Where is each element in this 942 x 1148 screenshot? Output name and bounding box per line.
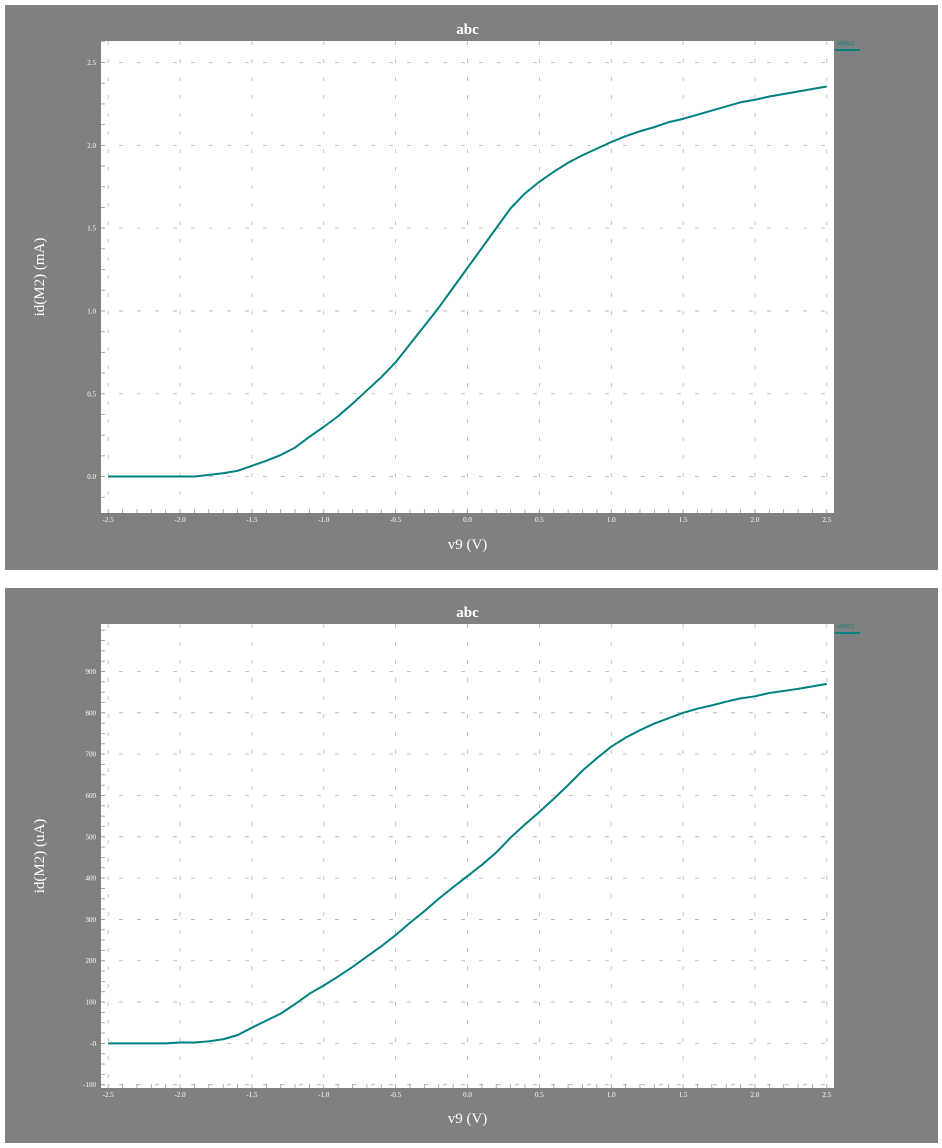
y-tick-label: 200 (86, 957, 97, 965)
x-tick-label: -0.5 (390, 1091, 402, 1099)
chart-2: -2.5 -2.0 -1.5 -1.0 -0.5 0.0 0.5 1.0 1.5 2.0 2.5 -1… (32, 605, 860, 1127)
x-tick-label: 0.0 (463, 1091, 472, 1099)
y-tick-label: 100 (86, 999, 97, 1007)
y-tick-label: 600 (86, 792, 97, 800)
chart-title: abc (456, 605, 479, 621)
legend-label: id(M2) (837, 623, 854, 630)
y-tick-label: 300 (86, 916, 97, 924)
x-tick-label: -1.0 (318, 516, 330, 524)
y-tick-label: 1.0 (87, 307, 96, 315)
legend-label: id(M2) (837, 40, 854, 47)
series-line (108, 85, 827, 478)
y-tick-label: 800 (86, 709, 97, 717)
chart-panel-1: -2.5 -2.0 -1.5 -1.0 -0.5 0.0 0.5 1.0 1.5 2.0 2.5 0.… (5, 5, 938, 570)
plot-area (101, 624, 834, 1088)
x-tick-label: -0.5 (390, 516, 402, 524)
y-axis-label: id(M2) (mA) (32, 238, 48, 317)
y-tick-label: 400 (86, 875, 97, 883)
x-tick-label: 1.5 (679, 516, 688, 524)
x-tick-label: 2.5 (822, 1091, 831, 1099)
chart-panel-2: -2.5 -2.0 -1.5 -1.0 -0.5 0.0 0.5 1.0 1.5 2.0 2.5 -1… (5, 588, 938, 1143)
x-tick-label: 0.5 (535, 1091, 544, 1099)
y-tick-label: 1.5 (87, 225, 96, 233)
x-tick-label: 2.0 (751, 1091, 760, 1099)
y-tick-label: 0.5 (87, 390, 96, 398)
y-tick-label: 2.5 (87, 59, 96, 67)
x-tick-label: -1.5 (246, 516, 258, 524)
chart-1: -2.5 -2.0 -1.5 -1.0 -0.5 0.0 0.5 1.0 1.5 2.0 2.5 0.… (32, 22, 860, 553)
x-tick-label: -2.0 (175, 516, 187, 524)
x-tick-label: 0.5 (535, 516, 544, 524)
x-tick-label: 2.0 (751, 516, 760, 524)
x-axis-label: v9 (V) (448, 537, 488, 553)
x-tick-label: 1.5 (679, 1091, 688, 1099)
y-tick-label: 500 (86, 833, 97, 841)
series-line (108, 682, 827, 1045)
y-tick-label: 2.0 (87, 142, 96, 150)
x-tick-label: 1.0 (607, 1091, 616, 1099)
chart-title: abc (456, 22, 479, 38)
x-tick-label: 1.0 (607, 516, 616, 524)
y-tick-label: -0 (90, 1040, 96, 1048)
x-tick-label: -1.0 (318, 1091, 330, 1099)
x-tick-label: 0.0 (463, 516, 472, 524)
x-tick-label: -1.5 (246, 1091, 258, 1099)
y-tick-label: 900 (86, 668, 97, 676)
y-tick-label: -100 (83, 1081, 96, 1089)
x-tick-label: -2.5 (103, 1091, 115, 1099)
x-tick-label: -2.0 (175, 1091, 187, 1099)
x-axis-label: v9 (V) (448, 1111, 488, 1127)
y-tick-label: 700 (86, 751, 97, 759)
y-axis-label: id(M2) (uA) (32, 819, 48, 894)
x-tick-label: -2.5 (103, 516, 115, 524)
y-tick-label: 0.0 (87, 473, 96, 481)
x-tick-label: 2.5 (822, 516, 831, 524)
